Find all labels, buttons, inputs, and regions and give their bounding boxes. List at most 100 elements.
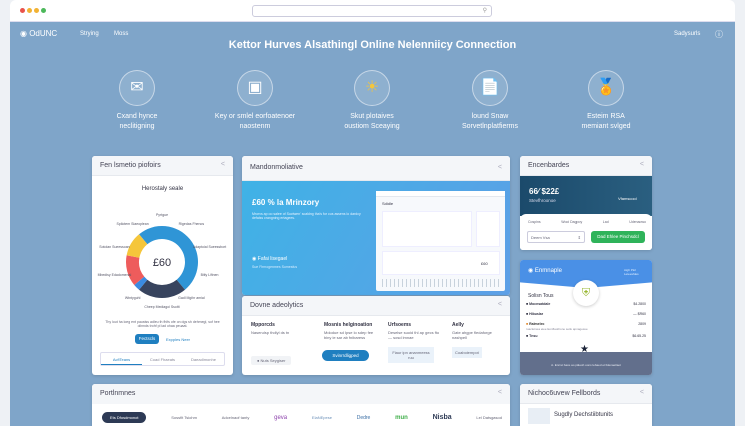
price: 66⁄ $22£ xyxy=(529,187,560,196)
donut-center-label: £60 xyxy=(153,257,171,269)
tab-active[interactable]: AcfiTeans xyxy=(101,353,142,365)
price-sub: Stevfhroonoe xyxy=(529,198,556,203)
share-icon[interactable]: < xyxy=(497,164,502,171)
card-title: Dovne adeolytics xyxy=(250,302,304,309)
tab[interactable]: Coad Fhaeats xyxy=(149,357,176,362)
partner-logo[interactable]: Nisba xyxy=(432,414,452,421)
screen-icon: ▣ xyxy=(237,70,273,106)
action-button[interactable]: Svinrrdligped xyxy=(322,350,369,361)
donut-label: Spilotem Siaeoplean xyxy=(117,222,149,226)
column-heading: Aelly xyxy=(452,322,464,328)
help-icon[interactable]: ⓘ xyxy=(715,30,723,39)
list-item[interactable]: ■ Mocnsatdale $4.2800 xyxy=(526,302,646,306)
search-icon: ⚲ xyxy=(482,8,487,14)
feature-item: 📄 lound Snaw Sorvetlnplatfierms xyxy=(435,70,545,132)
envelope-icon: ✉ xyxy=(119,70,155,106)
documents-icon: 📄 xyxy=(472,70,508,106)
donut-label: Sotolan Sueessoan xyxy=(99,245,129,249)
share-icon[interactable]: < xyxy=(639,161,644,168)
card-title: Mandonmoliative xyxy=(250,164,303,171)
list-item[interactable]: ■ Ralmelec 2809 xyxy=(526,322,646,326)
list-item[interactable]: ■ Tnsu $6.65.25 xyxy=(526,334,646,338)
overview-card: Mandonmoliative < £60 % la Mrinzory Mrorv… xyxy=(242,156,510,295)
secondary-button[interactable]: Coaboiempot xyxy=(452,347,482,358)
partners-card: Portlnmnes < Ets Dfosdmonot Sossfit Tsioh… xyxy=(92,384,510,426)
feed-card: Nichoc6uvew Fellbords < Sugdly Dechstiibt… xyxy=(520,384,652,426)
award-icon: 🏅 xyxy=(588,70,624,106)
mockup-title: Sdidle xyxy=(382,201,394,206)
card-title: Nichoc6uvew Fellbords xyxy=(528,390,601,397)
feed-item[interactable]: Sugdly Dechstiibtunits xyxy=(554,412,614,418)
nav-item[interactable]: Strying xyxy=(80,31,99,37)
partner-logo[interactable]: Adcelnaof tanty xyxy=(221,415,250,420)
donut-slice xyxy=(134,276,148,290)
encounters-card: Encenbardes < 66⁄ $22£ Stevfhroonoe Vfams… xyxy=(520,156,652,250)
window-maximize-dot[interactable] xyxy=(41,8,46,13)
partner-logo[interactable]: mun xyxy=(395,414,408,421)
primary-button[interactable]: Fectscls xyxy=(135,334,159,344)
column-heading: Mpporcds xyxy=(251,322,275,328)
chart-description: Thy lout ha loeg ent paustss adleu th fh… xyxy=(105,320,220,328)
card-title: ◉ Enmnaple xyxy=(528,268,562,274)
nav-item-right[interactable]: Sadysurls xyxy=(674,31,701,37)
banner-description: Mrorvs ap oo salee of Suctwen' scaldng t… xyxy=(252,212,361,220)
partner-logo[interactable]: geva xyxy=(274,414,288,421)
card-title: Portlnmnes xyxy=(100,390,136,397)
donut-chart: £60 Pyrtgue Rigedas Fhenos Adaptoial Sueess… xyxy=(98,213,227,309)
logo[interactable]: ◉ OdUNC xyxy=(20,29,58,38)
mockup-value: £60 xyxy=(481,261,488,266)
banner-headline: £60 % la Mrinzory xyxy=(252,198,320,207)
share-icon[interactable]: < xyxy=(497,301,502,308)
list-title: Solisn Tous xyxy=(528,293,554,299)
column-heading: Mosnis helginoation xyxy=(324,322,373,328)
donut-label: Adaptoial Sueessbort xyxy=(193,245,226,249)
corner-link[interactable]: Aigh Plol Leteesfdes xyxy=(624,268,639,276)
donut-label: Cheep Mediagoi Ssoitt xyxy=(144,305,179,309)
feed-thumbnail xyxy=(528,408,550,424)
secondary-button[interactable]: Fiaur ipn ananmeess ruu xyxy=(388,347,434,363)
star-icon: ★ xyxy=(580,344,589,355)
partner-logo[interactable]: Lel Datsgasod xyxy=(476,415,502,420)
share-icon[interactable]: < xyxy=(639,389,644,396)
select-dropdown[interactable]: Deem Vsa ⇕ xyxy=(527,231,585,243)
donut-label: Wtntyguhl xyxy=(125,296,141,300)
green-action-button[interactable]: Dad Ehlee Pinchsdcl xyxy=(591,231,645,243)
analytics-card: Dovne adeolytics < Mpporcds Naserulsp thd… xyxy=(242,296,510,375)
row-note: ruacletnea eiee Eonflaothone seilu apnag… xyxy=(526,327,588,331)
user-chip[interactable]: ● Nuts Seygiser xyxy=(251,356,292,365)
dashboard-mockup: Sdidle £60 xyxy=(376,191,505,291)
column-text: Gate ahgpe fledaforge nashpell xyxy=(452,330,492,340)
nav-item[interactable]: Moss xyxy=(114,31,129,37)
feature-item: ☀ Skut plotaives oustiom Sceaying xyxy=(317,70,427,132)
column-text: Mdodue sd Ipse lo sdep fee biny ie sar a… xyxy=(324,330,374,340)
donut-label: Rigedas Fhenos xyxy=(179,222,205,226)
window-minimize-dot[interactable] xyxy=(27,8,32,13)
window-dot[interactable] xyxy=(34,8,39,13)
feature-item: ▣ Key or smlel eorfoatenoer naostenm xyxy=(200,70,310,132)
chart-title: Herostaly seale xyxy=(141,186,184,192)
column-heading: Urfsoems xyxy=(388,322,412,328)
donut-label: Gadl Mgihr amial xyxy=(178,296,205,300)
partner-logo[interactable]: Dedre xyxy=(356,414,371,421)
share-icon[interactable]: < xyxy=(497,389,502,396)
column-text: Naserulsp thdlyl ds tn xyxy=(251,330,290,335)
feature-item: ✉ Cxand hynce neclitigning xyxy=(82,70,192,132)
donut-label: Pyrtgue xyxy=(156,213,168,217)
list-item[interactable]: ■ Hibuslar — $R60 xyxy=(526,312,646,316)
partner-logo[interactable]: Sossfit Tsiohm xyxy=(171,415,197,420)
donut-slice xyxy=(139,226,198,290)
option-tab[interactable]: Lad xyxy=(602,220,609,224)
feature-item: 🏅 Esteim RSA memiant svlged xyxy=(551,70,661,132)
donut-slice xyxy=(139,279,185,298)
tab[interactable]: Daeadimonhe xyxy=(191,357,216,362)
share-icon[interactable]: < xyxy=(220,161,225,168)
explore-link[interactable]: Expples Neer xyxy=(166,337,191,342)
option-tab[interactable]: Cospins xyxy=(528,220,541,224)
browser-chrome xyxy=(10,0,735,22)
partner-logo[interactable]: Ets Dfosdmonot xyxy=(102,412,147,423)
option-tab[interactable]: Udenaowo xyxy=(629,220,646,224)
window-close-dot[interactable] xyxy=(20,8,25,13)
address-bar[interactable]: ⚲ xyxy=(252,5,492,17)
partner-logo[interactable]: ElaNEpese xyxy=(311,415,332,420)
option-tab[interactable]: Wooi Dagpoy xyxy=(561,220,583,224)
